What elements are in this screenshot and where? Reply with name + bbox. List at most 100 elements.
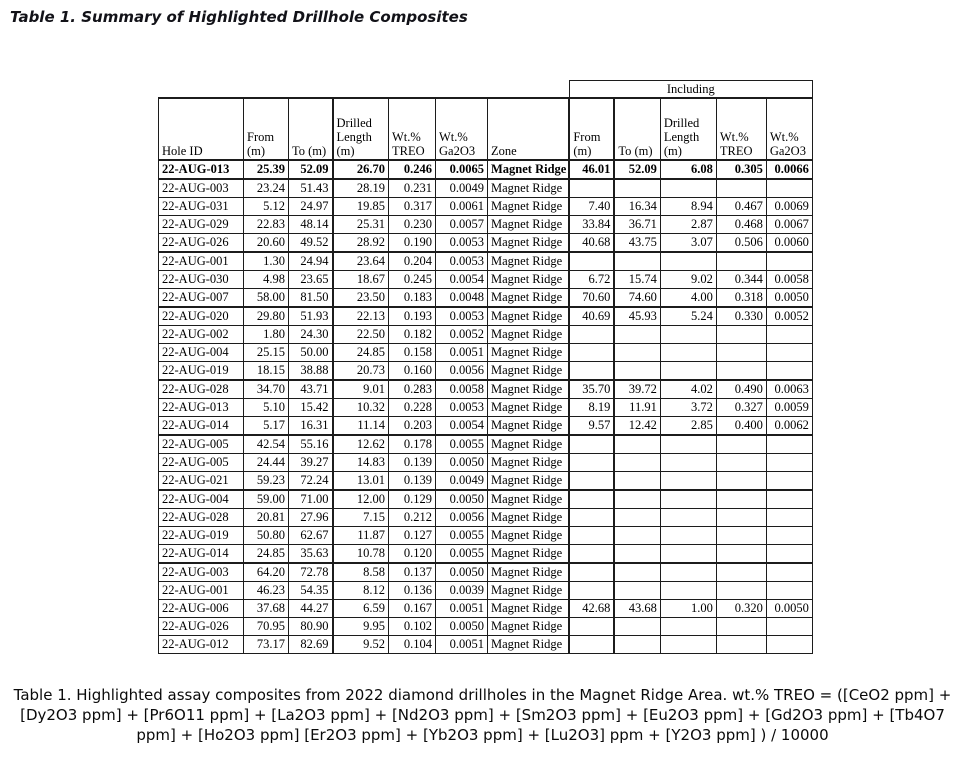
table-cell: 0.0063	[765, 379, 813, 399]
table-cell: 49.52	[288, 233, 334, 253]
table-cell: 18.67	[332, 270, 389, 289]
table-cell: 80.90	[288, 617, 334, 636]
header-wt-treo: Wt.% TREO	[388, 97, 436, 161]
table-cell	[613, 251, 661, 271]
table-cell: 22-AUG-013	[158, 159, 244, 180]
table-cell: 24.85	[243, 544, 289, 564]
table-cell: 0.0049	[435, 471, 488, 491]
table-cell	[659, 361, 717, 381]
table-cell: Magnet Ridge	[487, 233, 571, 253]
table-cell: 0.344	[715, 270, 767, 289]
table-cell: 22-AUG-005	[158, 453, 244, 472]
table-cell: 28.19	[332, 178, 389, 198]
table-cell: Magnet Ridge	[487, 562, 571, 582]
table-cell: 0.0039	[435, 581, 488, 600]
table-cell: 14.83	[332, 453, 389, 472]
table-cell: 0.0051	[435, 343, 488, 362]
table-cell	[613, 562, 661, 582]
table-cell: 0.231	[388, 178, 436, 198]
table-cell: 0.0062	[765, 416, 813, 436]
table-cell: 43.68	[613, 599, 661, 618]
table-cell: 22-AUG-021	[158, 471, 244, 491]
table-cell: 22-AUG-019	[158, 526, 244, 545]
table-cell: 0.139	[388, 471, 436, 491]
table-cell: 23.64	[332, 251, 389, 271]
table-cell: 0.190	[388, 233, 436, 253]
table-row: 22-AUG-004 25.15 50.00 24.85 0.158 0.0051 Magn…	[158, 343, 813, 362]
table-cell	[715, 325, 767, 344]
header-inc-wt-treo: Wt.% TREO	[715, 97, 767, 161]
table-row: 22-AUG-003 64.20 72.78 8.58 0.137 0.0050 Magne…	[158, 562, 813, 582]
table-cell	[568, 361, 616, 381]
table-cell: 43.71	[288, 379, 334, 399]
table-row: 22-AUG-019 18.15 38.88 20.73 0.160 0.0056 Magn…	[158, 361, 813, 381]
table-cell: 51.93	[288, 306, 334, 326]
table-cell	[659, 581, 717, 600]
table-row: 22-AUG-007 58.00 81.50 23.50 0.183 0.0048 Magn…	[158, 288, 813, 308]
table-cell	[715, 178, 767, 198]
header-inc-wt-ga2o3: Wt.% Ga2O3	[765, 97, 813, 161]
table-cell: 23.24	[243, 178, 289, 198]
table-cell	[659, 562, 717, 582]
table-cell: 22-AUG-004	[158, 343, 244, 362]
table-cell	[765, 635, 813, 654]
table-cell	[659, 526, 717, 545]
table-cell: 72.78	[288, 562, 334, 582]
table-cell: 25.39	[243, 159, 289, 180]
table-cell	[613, 635, 661, 654]
table-cell: 62.67	[288, 526, 334, 545]
table-cell	[568, 635, 616, 654]
table-cell	[613, 434, 661, 454]
table-cell: Magnet Ridge	[487, 270, 571, 289]
table-cell: 0.0052	[765, 306, 813, 326]
table-cell: 0.104	[388, 635, 436, 654]
table-cell: 0.0050	[435, 453, 488, 472]
table-row: 22-AUG-001 1.30 24.94 23.64 0.204 0.0053 Magne…	[158, 251, 813, 271]
table-cell: 15.42	[288, 398, 334, 417]
table-cell: 28.92	[332, 233, 389, 253]
table-row: 22-AUG-014 5.17 16.31 11.14 0.203 0.0054 Magne…	[158, 416, 813, 436]
table-cell: 42.68	[568, 599, 616, 618]
table-cell: 0.0048	[435, 288, 488, 308]
column-header-row: Hole ID From (m) To (m) Drilled Length (…	[158, 97, 813, 161]
table-cell: Magnet Ridge	[487, 416, 571, 436]
table-cell: 0.400	[715, 416, 767, 436]
table-cell: 4.00	[659, 288, 717, 308]
table-row: 22-AUG-012 73.17 82.69 9.52 0.104 0.0051 Magne…	[158, 635, 813, 654]
table-cell: 20.73	[332, 361, 389, 381]
table-row: 22-AUG-005 42.54 55.16 12.62 0.178 0.0055 Magn…	[158, 434, 813, 454]
table-cell: 0.139	[388, 453, 436, 472]
table-cell: 40.68	[568, 233, 616, 253]
table-cell: 22-AUG-014	[158, 416, 244, 436]
table-cell: 0.160	[388, 361, 436, 381]
table-cell	[613, 343, 661, 362]
table-cell	[613, 508, 661, 527]
table-cell: 8.19	[568, 398, 616, 417]
table-cell	[765, 471, 813, 491]
table-cell: Magnet Ridge	[487, 489, 571, 509]
table-cell: 5.17	[243, 416, 289, 436]
table-row: 22-AUG-028 34.70 43.71 9.01 0.283 0.0058 Magne…	[158, 379, 813, 399]
table-cell: 24.30	[288, 325, 334, 344]
table-cell: 0.204	[388, 251, 436, 271]
table-row: 22-AUG-026 20.60 49.52 28.92 0.190 0.0053 Magn…	[158, 233, 813, 253]
table-caption: Table 1. Highlighted assay composites fr…	[13, 686, 952, 744]
table-cell: 1.80	[243, 325, 289, 344]
table-cell	[765, 453, 813, 472]
table-cell: 0.468	[715, 215, 767, 234]
table-cell: 52.09	[288, 159, 334, 180]
table-cell: 20.60	[243, 233, 289, 253]
table-cell	[715, 489, 767, 509]
table-row: 22-AUG-028 20.81 27.96 7.15 0.212 0.0056 Magne…	[158, 508, 813, 527]
table-cell	[659, 635, 717, 654]
table-cell	[659, 434, 717, 454]
header-zone: Zone	[487, 97, 571, 161]
table-cell: 12.00	[332, 489, 389, 509]
table-cell	[659, 453, 717, 472]
table-row: 22-AUG-019 50.80 62.67 11.87 0.127 0.0055 Magn…	[158, 526, 813, 545]
table-cell: 0.0065	[435, 159, 488, 180]
table-cell: 38.88	[288, 361, 334, 381]
table-cell: 72.24	[288, 471, 334, 491]
table-cell: Magnet Ridge	[487, 306, 571, 326]
including-band-spacer	[159, 81, 570, 99]
